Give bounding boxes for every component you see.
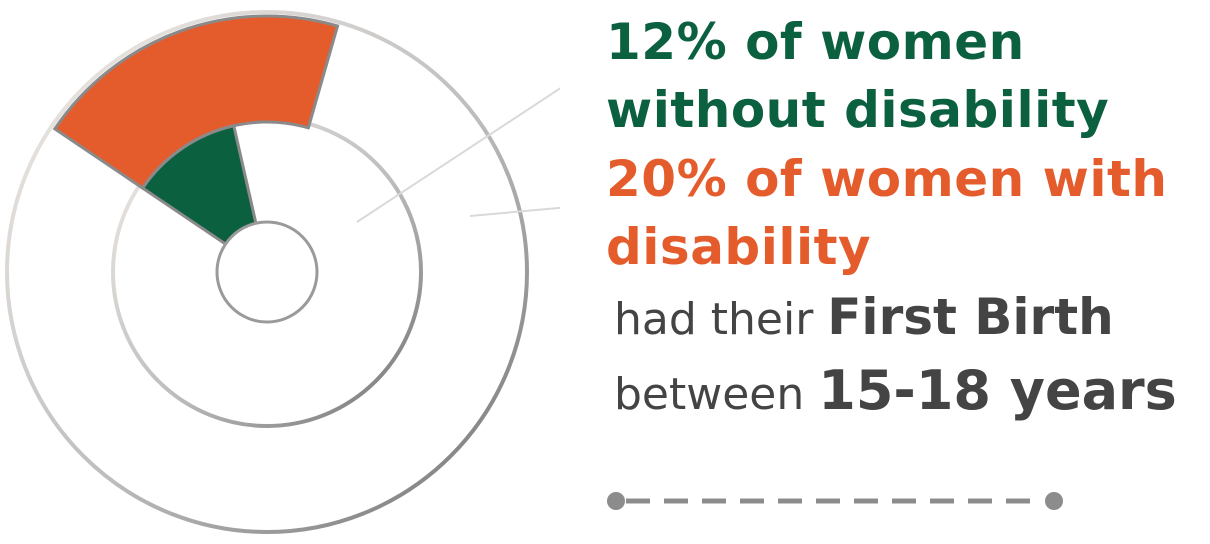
inner-ring — [215, 220, 319, 324]
leader-line-with — [469, 206, 560, 217]
label-women-without-disability: 12% of women without disability — [606, 13, 1110, 139]
divider-dot-right — [1045, 492, 1063, 510]
caption-line-1: had their First Birth — [614, 282, 1114, 355]
label-women-with-disability: 20% of women with disability — [606, 150, 1168, 276]
caption-emphasis-2: 15-18 years — [818, 359, 1177, 422]
caption-prefix-1: had their — [614, 294, 828, 345]
caption-prefix-2: between — [614, 369, 819, 420]
divider-dot-left — [607, 492, 625, 510]
concentric-ring-chart — [5, 10, 560, 534]
caption-emphasis-1: First Birth — [827, 288, 1114, 346]
caption-line-2: between 15-18 years — [614, 356, 1177, 430]
dashed-divider — [607, 492, 1063, 510]
leader-line-without — [356, 87, 560, 223]
